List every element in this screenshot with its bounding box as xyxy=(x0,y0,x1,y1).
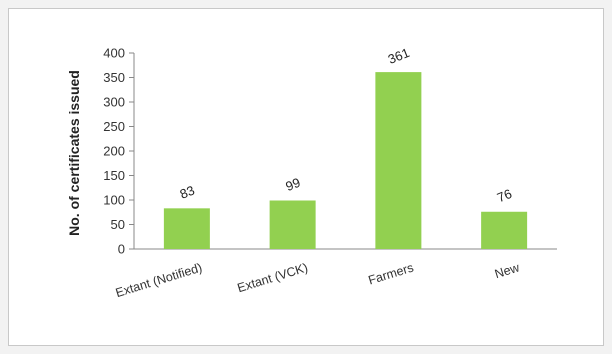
chart-frame: 0 50 100 150 200 250 300 350 400 83 99 361 76 Extan… xyxy=(8,8,604,346)
data-label: 361 xyxy=(386,45,412,67)
x-category-label: New xyxy=(493,260,522,281)
bar xyxy=(269,200,316,249)
x-category-label: Extant (Notified) xyxy=(114,260,204,300)
data-label: 76 xyxy=(495,186,514,205)
bar xyxy=(375,72,422,249)
y-tick-label: 100 xyxy=(103,193,125,208)
x-category-label: Extant (VCK) xyxy=(236,260,310,295)
bars: 83 99 361 76 xyxy=(163,45,528,249)
y-axis-title: No. of certificates issued xyxy=(66,70,82,236)
x-category-label: Farmers xyxy=(367,260,416,287)
data-label: 83 xyxy=(178,182,197,201)
y-tick-label: 300 xyxy=(103,95,125,110)
x-axis-categories: Extant (Notified) Extant (VCK) Farmers New xyxy=(114,260,522,300)
y-tick-label: 400 xyxy=(103,46,125,61)
y-tick-label: 0 xyxy=(118,242,125,257)
y-axis-ticks: 0 50 100 150 200 250 300 350 400 xyxy=(103,46,134,257)
y-tick-label: 350 xyxy=(103,70,125,85)
bar-chart: 0 50 100 150 200 250 300 350 400 83 99 361 76 Extan… xyxy=(66,45,557,300)
y-tick-label: 250 xyxy=(103,119,125,134)
bar xyxy=(481,211,528,249)
y-tick-label: 150 xyxy=(103,168,125,183)
y-tick-label: 50 xyxy=(111,217,125,232)
y-tick-label: 200 xyxy=(103,144,125,159)
bar xyxy=(163,208,210,249)
data-label: 99 xyxy=(283,175,302,194)
